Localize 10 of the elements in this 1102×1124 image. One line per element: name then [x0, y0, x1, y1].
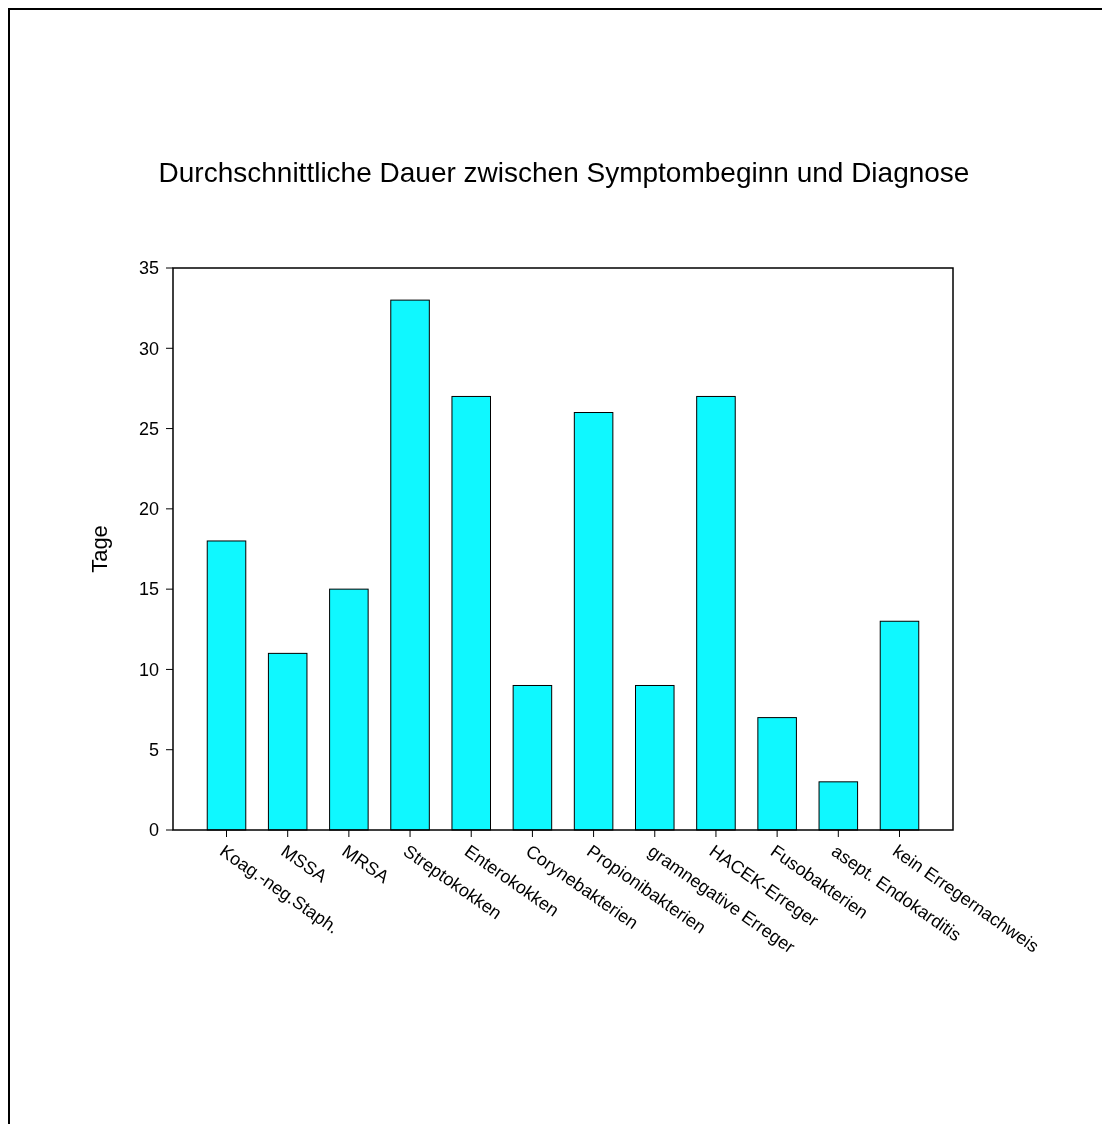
y-tick-label: 20: [138, 499, 159, 520]
chart-title: Durchschnittliche Dauer zwischen Symptombeginn und Diagnose: [158, 157, 970, 188]
y-tick-label: 25: [138, 418, 159, 439]
y-tick-label: 15: [138, 579, 159, 600]
y-tick-label: 35: [138, 258, 159, 279]
y-axis-title: Tage: [87, 525, 112, 573]
y-tick-label: 5: [148, 740, 159, 761]
y-tick-label: 30: [138, 338, 159, 359]
y-tick-label: 10: [138, 659, 159, 680]
y-tick-label: 0: [148, 820, 159, 841]
